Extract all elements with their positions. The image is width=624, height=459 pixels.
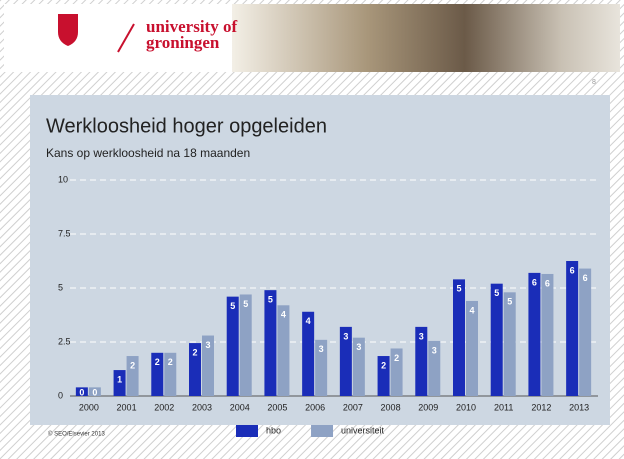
bar xyxy=(491,284,503,396)
value-label: 5 xyxy=(243,299,248,309)
chart-subtitle: Kans op werkloosheid na 18 maanden xyxy=(46,146,250,160)
value-label: 3 xyxy=(319,344,324,354)
legend-swatch xyxy=(311,425,333,437)
x-tick-label: 2005 xyxy=(267,402,287,412)
value-label: 2 xyxy=(130,360,135,370)
value-label: 3 xyxy=(356,342,361,352)
bar xyxy=(528,273,540,396)
value-label: 3 xyxy=(419,331,424,341)
bar xyxy=(240,294,252,396)
value-label: 2 xyxy=(155,357,160,367)
x-tick-label: 2001 xyxy=(117,402,137,412)
value-label: 2 xyxy=(168,357,173,367)
value-label: 6 xyxy=(532,277,537,287)
x-tick-label: 2003 xyxy=(192,402,212,412)
value-label: 1 xyxy=(117,374,122,384)
value-label: 3 xyxy=(205,340,210,350)
value-label: 3 xyxy=(432,345,437,355)
header-photo xyxy=(232,4,620,72)
value-label: 6 xyxy=(583,273,588,283)
value-label: 5 xyxy=(494,288,499,298)
value-label: 6 xyxy=(545,278,550,288)
x-tick-label: 2012 xyxy=(531,402,551,412)
bar xyxy=(566,261,578,396)
value-label: 2 xyxy=(381,360,386,370)
y-tick-label: 10 xyxy=(58,174,68,184)
value-label: 4 xyxy=(469,305,474,315)
value-label: 0 xyxy=(92,387,97,397)
value-label: 5 xyxy=(268,295,273,305)
x-tick-label: 2004 xyxy=(230,402,250,412)
x-tick-label: 2000 xyxy=(79,402,99,412)
x-tick-label: 2013 xyxy=(569,402,589,412)
y-tick-label: 2.5 xyxy=(58,336,71,346)
x-tick-label: 2008 xyxy=(381,402,401,412)
value-label: 0 xyxy=(79,387,84,397)
y-tick-label: 7.5 xyxy=(58,228,71,238)
x-tick-label: 2006 xyxy=(305,402,325,412)
x-tick-label: 2009 xyxy=(418,402,438,412)
bar xyxy=(579,269,591,396)
chart-title: Werkloosheid hoger opgeleiden xyxy=(46,115,327,137)
bar xyxy=(264,290,276,396)
legend-label: hbo xyxy=(266,425,281,435)
bar xyxy=(541,274,553,396)
y-tick-label: 5 xyxy=(58,282,63,292)
bar xyxy=(453,279,465,396)
value-label: 5 xyxy=(456,284,461,294)
value-label: 4 xyxy=(306,316,311,326)
value-label: 3 xyxy=(343,331,348,341)
source: © SEO/Elsevier 2013 xyxy=(48,431,105,438)
x-tick-label: 2011 xyxy=(494,402,513,412)
value-label: 4 xyxy=(281,310,286,320)
bar xyxy=(504,292,516,396)
value-label: 2 xyxy=(192,347,197,357)
legend-swatch xyxy=(236,425,258,437)
bar xyxy=(227,297,239,396)
y-tick-label: 0 xyxy=(58,390,63,400)
value-label: 5 xyxy=(230,301,235,311)
x-tick-label: 2002 xyxy=(154,402,174,412)
value-label: 5 xyxy=(507,297,512,307)
page-number: 8 xyxy=(592,79,596,86)
x-tick-label: 2010 xyxy=(456,402,476,412)
value-label: 6 xyxy=(570,265,575,275)
slide: university of groningen 8 Werkloosheid h… xyxy=(0,0,624,459)
x-tick-label: 2007 xyxy=(343,402,363,412)
legend-label: universiteit xyxy=(341,425,385,435)
value-label: 2 xyxy=(394,353,399,363)
brand-line: groningen xyxy=(146,33,220,52)
